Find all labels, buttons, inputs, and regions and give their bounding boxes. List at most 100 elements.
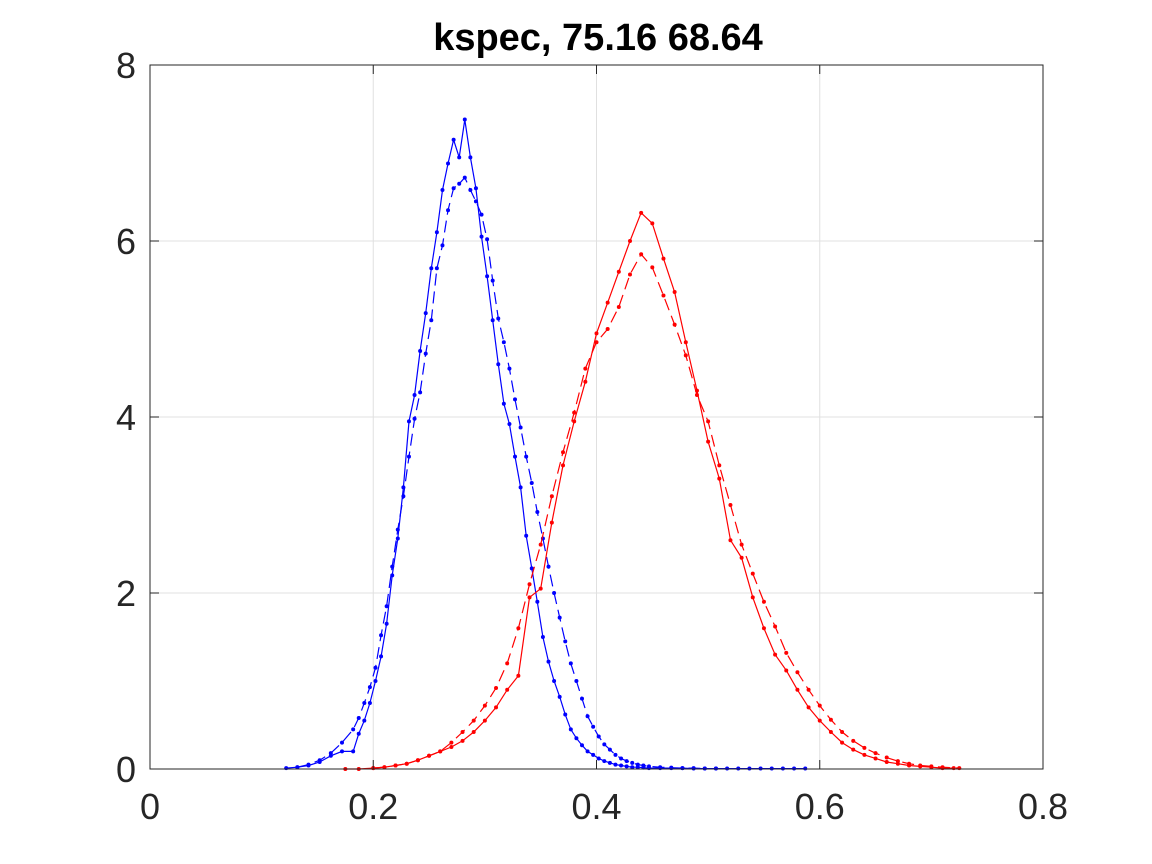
series-3-point-11 bbox=[494, 686, 499, 691]
series-3-point-5 bbox=[427, 753, 432, 758]
series-0-point-33 bbox=[501, 401, 506, 406]
series-0-point-50 bbox=[596, 756, 601, 761]
series-0-point-25 bbox=[457, 155, 462, 160]
series-3-point-6 bbox=[438, 749, 443, 754]
series-0-point-11 bbox=[379, 654, 384, 659]
series-1-point-37 bbox=[529, 481, 534, 485]
series-2-point-48 bbox=[884, 759, 889, 764]
series-3-point-42 bbox=[840, 730, 845, 735]
series-1-point-3 bbox=[328, 751, 333, 756]
series-2-point-42 bbox=[817, 718, 822, 723]
series-0-point-6 bbox=[351, 749, 356, 754]
series-2-point-14 bbox=[505, 687, 510, 692]
x-tick-label-1: 0.2 bbox=[348, 786, 398, 827]
series-1-point-5 bbox=[351, 727, 356, 732]
series-1-point-26 bbox=[468, 187, 473, 192]
series-2-point-37 bbox=[761, 626, 766, 631]
series-1-point-34 bbox=[513, 397, 518, 402]
series-0-point-17 bbox=[412, 393, 417, 397]
series-3-point-9 bbox=[471, 718, 476, 723]
series-1-point-45 bbox=[574, 679, 579, 683]
series-3-point-14 bbox=[527, 582, 532, 587]
series-3-point-46 bbox=[884, 755, 889, 760]
series-0-point-10 bbox=[373, 679, 378, 683]
series-3-point-8 bbox=[460, 730, 465, 735]
series-1-point-46 bbox=[579, 696, 584, 701]
series-0-point-43 bbox=[557, 694, 562, 699]
series-1-point-58 bbox=[646, 764, 651, 769]
series-0-point-36 bbox=[518, 485, 523, 490]
series-0-point-48 bbox=[585, 749, 590, 754]
series-2-point-44 bbox=[840, 740, 845, 745]
series-0-point-20 bbox=[429, 266, 434, 271]
series-1-point-11 bbox=[384, 604, 389, 609]
chart-title: kspec, 75.16 68.64 bbox=[433, 17, 763, 59]
series-2-point-11 bbox=[471, 730, 476, 735]
series-1-point-22 bbox=[446, 208, 451, 213]
series-2-point-34 bbox=[728, 538, 733, 543]
series-1-point-61 bbox=[680, 766, 685, 771]
series-1-point-59 bbox=[658, 765, 663, 770]
series-0-point-47 bbox=[579, 743, 584, 748]
series-1-point-33 bbox=[507, 366, 512, 371]
series-3-point-52 bbox=[957, 766, 962, 771]
series-1-point-30 bbox=[490, 278, 495, 283]
series-1-point-25 bbox=[462, 175, 467, 180]
series-2-point-41 bbox=[806, 705, 811, 710]
x-tick-label-4: 0.8 bbox=[1018, 786, 1068, 827]
series-0-point-16 bbox=[406, 419, 411, 424]
series-1-point-16 bbox=[412, 416, 417, 421]
series-1-point-18 bbox=[423, 351, 428, 356]
series-0-point-12 bbox=[384, 621, 389, 626]
series-1-point-12 bbox=[390, 564, 395, 569]
series-2-point-13 bbox=[494, 705, 499, 710]
series-line-3 bbox=[373, 253, 960, 769]
series-1-point-2 bbox=[317, 758, 322, 763]
series-0-point-51 bbox=[602, 759, 607, 764]
series-3-point-33 bbox=[739, 542, 744, 547]
series-1-point-57 bbox=[641, 763, 646, 768]
series-0-point-52 bbox=[607, 760, 612, 765]
series-1-point-52 bbox=[613, 752, 618, 757]
series-1-point-4 bbox=[339, 740, 344, 745]
series-3-point-47 bbox=[895, 759, 900, 764]
series-1-point-0 bbox=[295, 765, 300, 770]
series-1-point-13 bbox=[395, 527, 400, 532]
series-0-point-32 bbox=[496, 362, 501, 367]
series-3-point-43 bbox=[851, 738, 856, 743]
series-3-point-7 bbox=[449, 740, 454, 745]
x-tick-label-3: 0.6 bbox=[795, 786, 845, 827]
series-1-point-17 bbox=[418, 390, 423, 395]
series-0-point-27 bbox=[468, 155, 473, 160]
series-3-point-48 bbox=[907, 761, 912, 766]
series-3-point-4 bbox=[415, 758, 420, 763]
series-1-point-6 bbox=[356, 715, 361, 720]
ticks: 0 0.2 0.4 0.6 0.8 0 2 4 6 8 bbox=[116, 45, 1068, 827]
series-3-point-15 bbox=[538, 542, 543, 547]
y-tick-label-3: 6 bbox=[116, 221, 136, 262]
y-tick-label-2: 4 bbox=[116, 397, 136, 438]
series-0-point-42 bbox=[552, 679, 557, 683]
series-0-point-29 bbox=[479, 234, 484, 239]
series-2-point-47 bbox=[873, 756, 878, 761]
series-2-point-17 bbox=[538, 586, 543, 591]
series-line-1 bbox=[297, 176, 716, 770]
series-3-point-26 bbox=[661, 293, 666, 298]
series-1-point-35 bbox=[518, 425, 523, 430]
series-3-point-10 bbox=[482, 703, 487, 708]
series-1-point-20 bbox=[434, 266, 439, 271]
series-0-point-31 bbox=[490, 318, 495, 323]
series-1-point-49 bbox=[596, 734, 601, 739]
series-3-point-35 bbox=[761, 599, 766, 604]
series-2-point-35 bbox=[739, 555, 744, 560]
series-1-point-36 bbox=[524, 454, 529, 459]
series-0-point-5 bbox=[339, 749, 344, 754]
series-1-point-32 bbox=[501, 340, 506, 345]
series-1-point-44 bbox=[568, 661, 573, 666]
series-0-point-41 bbox=[546, 659, 551, 664]
series-3 bbox=[371, 252, 962, 771]
series-2-point-33 bbox=[717, 476, 722, 481]
series-1-point-24 bbox=[457, 181, 462, 186]
series-0-point-19 bbox=[423, 311, 428, 316]
